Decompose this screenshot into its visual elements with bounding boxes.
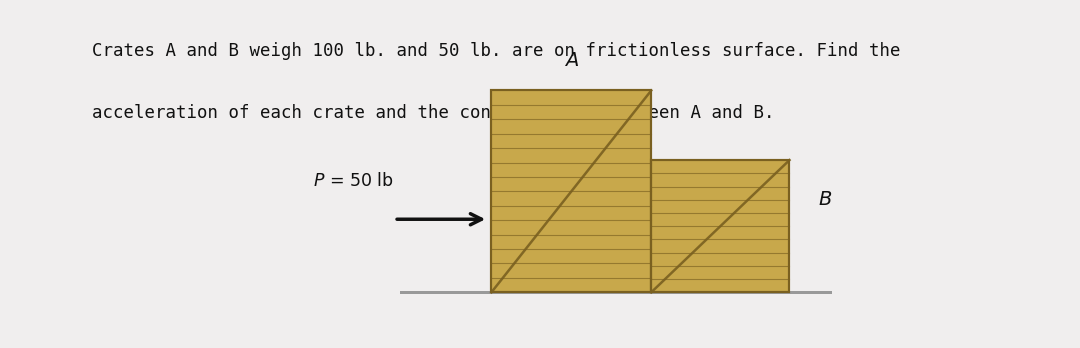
Text: Crates A and B weigh 100 lb. and 50 lb. are on frictionless surface. Find the: Crates A and B weigh 100 lb. and 50 lb. … [92,42,901,60]
Bar [651,160,789,292]
Bar [0,0,49,348]
Bar [491,90,651,292]
Bar [400,291,832,294]
Text: $P$ = 50 lb: $P$ = 50 lb [313,172,394,190]
Bar [651,160,789,292]
Bar [1031,0,1080,348]
Text: A: A [565,50,578,70]
Bar [491,90,651,292]
Text: B: B [819,190,832,209]
Text: acceleration of each crate and the contact force between A and B.: acceleration of each crate and the conta… [92,104,774,122]
